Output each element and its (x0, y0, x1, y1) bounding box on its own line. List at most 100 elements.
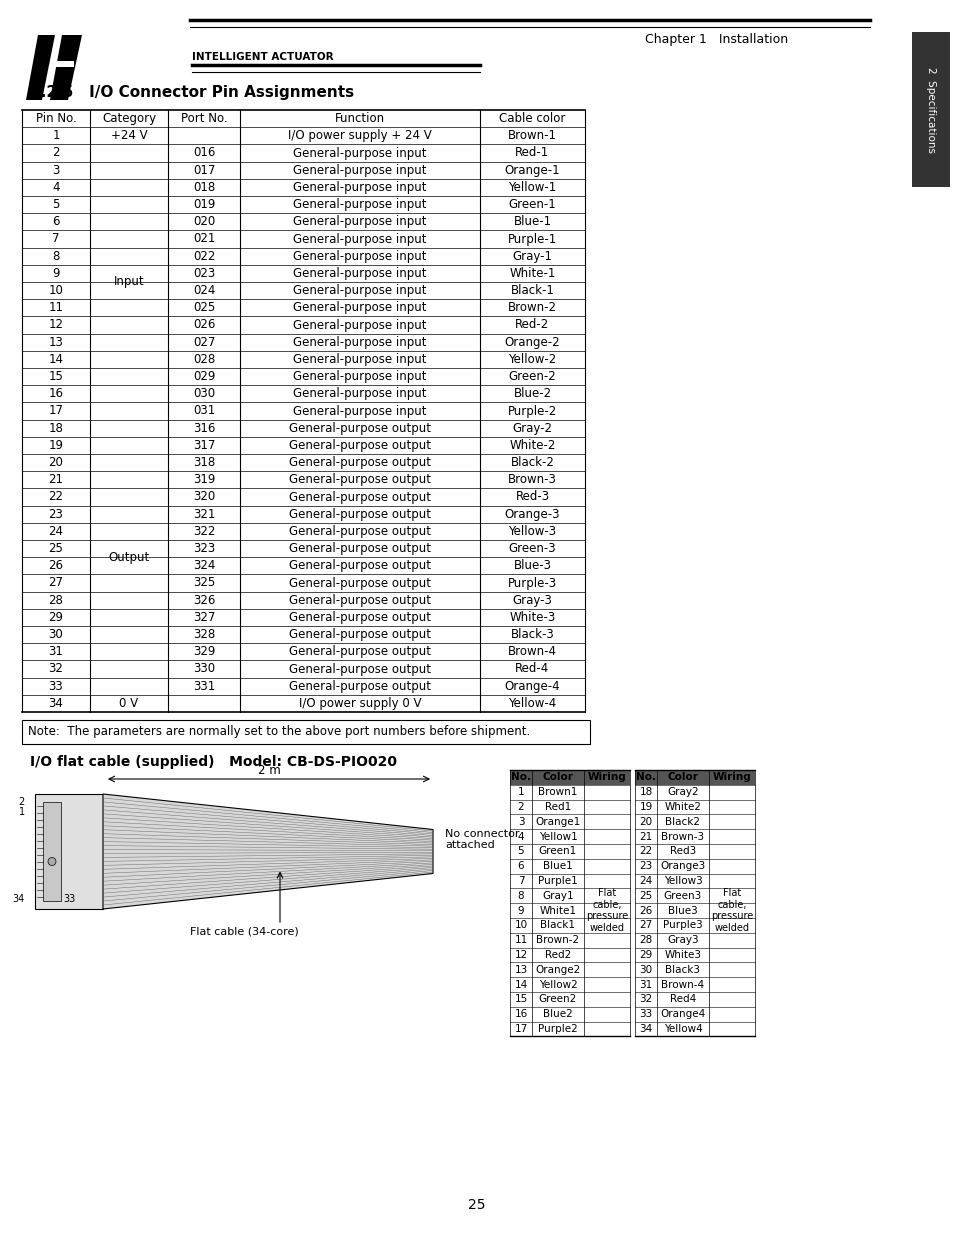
Text: Blue1: Blue1 (542, 861, 572, 871)
Text: General-purpose output: General-purpose output (289, 490, 431, 504)
Text: Orange-3: Orange-3 (504, 508, 559, 521)
Text: 030: 030 (193, 388, 214, 400)
Text: 32: 32 (639, 994, 652, 1004)
Text: Red4: Red4 (669, 994, 696, 1004)
Text: 11: 11 (514, 935, 527, 945)
Text: 8: 8 (517, 890, 524, 900)
Text: Blue-2: Blue-2 (513, 388, 551, 400)
Text: 0 V: 0 V (119, 697, 138, 710)
Text: 27: 27 (639, 920, 652, 930)
Text: 10: 10 (49, 284, 63, 298)
Text: Yellow3: Yellow3 (663, 876, 701, 885)
Text: White-1: White-1 (509, 267, 555, 280)
Text: General-purpose input: General-purpose input (293, 388, 426, 400)
Text: 317: 317 (193, 438, 215, 452)
Polygon shape (103, 794, 433, 909)
Text: 33: 33 (49, 679, 63, 693)
Text: White3: White3 (664, 950, 700, 960)
Text: 017: 017 (193, 164, 215, 177)
Text: 12: 12 (49, 319, 64, 331)
Text: 24: 24 (49, 525, 64, 538)
Text: 33: 33 (639, 1009, 652, 1019)
Text: 27: 27 (49, 577, 64, 589)
Text: White-3: White-3 (509, 611, 555, 624)
Text: 4: 4 (517, 831, 524, 841)
Text: General-purpose output: General-purpose output (289, 438, 431, 452)
Text: Blue-3: Blue-3 (513, 559, 551, 572)
Text: +24 V: +24 V (111, 130, 147, 142)
Text: Cable color: Cable color (498, 112, 565, 125)
Text: General-purpose input: General-purpose input (293, 353, 426, 366)
Text: Color: Color (667, 772, 698, 783)
Text: Purple3: Purple3 (662, 920, 702, 930)
Text: Brown-3: Brown-3 (508, 473, 557, 487)
Text: 327: 327 (193, 611, 215, 624)
Text: 30: 30 (639, 965, 652, 974)
Text: 6: 6 (52, 215, 60, 228)
Text: 018: 018 (193, 180, 214, 194)
Text: 34: 34 (12, 894, 25, 904)
Text: Gray-3: Gray-3 (512, 594, 552, 606)
Text: 029: 029 (193, 370, 215, 383)
Text: General-purpose input: General-purpose input (293, 319, 426, 331)
Text: 016: 016 (193, 147, 215, 159)
Circle shape (48, 857, 56, 866)
Text: 2 m: 2 m (257, 763, 280, 777)
Text: Black2: Black2 (665, 816, 700, 826)
Text: 11: 11 (49, 301, 64, 314)
Text: 31: 31 (49, 646, 63, 658)
Text: Red-4: Red-4 (515, 662, 549, 676)
Text: 328: 328 (193, 629, 214, 641)
Text: 026: 026 (193, 319, 215, 331)
Text: 322: 322 (193, 525, 215, 538)
Text: Output: Output (109, 551, 150, 563)
Text: 2  Specifications: 2 Specifications (925, 67, 935, 153)
Text: Brown-4: Brown-4 (507, 646, 557, 658)
Text: Blue-1: Blue-1 (513, 215, 551, 228)
Text: 7: 7 (52, 232, 60, 246)
Text: 331: 331 (193, 679, 214, 693)
Text: 12: 12 (514, 950, 527, 960)
Text: Red-1: Red-1 (515, 147, 549, 159)
Text: 25: 25 (468, 1198, 485, 1212)
Text: Orange4: Orange4 (659, 1009, 705, 1019)
Text: Green1: Green1 (538, 846, 577, 856)
Text: Brown-1: Brown-1 (507, 130, 557, 142)
Text: 330: 330 (193, 662, 214, 676)
Text: 16: 16 (514, 1009, 527, 1019)
Text: 29: 29 (639, 950, 652, 960)
Text: 26: 26 (49, 559, 64, 572)
Text: Blue2: Blue2 (542, 1009, 572, 1019)
Text: General-purpose input: General-purpose input (293, 147, 426, 159)
Text: Category: Category (102, 112, 156, 125)
Text: Port No.: Port No. (180, 112, 227, 125)
Text: Purple-1: Purple-1 (507, 232, 557, 246)
Text: 020: 020 (193, 215, 214, 228)
Text: 25: 25 (639, 890, 652, 900)
Text: General-purpose output: General-purpose output (289, 473, 431, 487)
Text: Gray-1: Gray-1 (512, 249, 552, 263)
Text: Brown-2: Brown-2 (507, 301, 557, 314)
Bar (35, 794, 103, 909)
Text: General-purpose input: General-purpose input (293, 284, 426, 298)
Text: 5: 5 (517, 846, 524, 856)
Text: 316: 316 (193, 421, 215, 435)
Text: Yellow4: Yellow4 (663, 1024, 701, 1034)
Text: 318: 318 (193, 456, 214, 469)
Text: Blue3: Blue3 (667, 905, 698, 915)
Text: General-purpose output: General-purpose output (289, 421, 431, 435)
Text: INTELLIGENT ACTUATOR: INTELLIGENT ACTUATOR (192, 52, 334, 62)
Text: Wiring: Wiring (712, 772, 751, 783)
Text: 023: 023 (193, 267, 214, 280)
Text: Green-2: Green-2 (508, 370, 556, 383)
Text: Green-3: Green-3 (508, 542, 556, 555)
Text: 319: 319 (193, 473, 215, 487)
Text: 25: 25 (49, 542, 63, 555)
Bar (911, 32, 949, 186)
Text: 8: 8 (52, 249, 60, 263)
Text: Purple2: Purple2 (537, 1024, 578, 1034)
Text: 15: 15 (49, 370, 63, 383)
Text: 26: 26 (639, 905, 652, 915)
Text: Flat cable (34-core): Flat cable (34-core) (190, 926, 298, 936)
Text: Brown1: Brown1 (537, 787, 578, 798)
